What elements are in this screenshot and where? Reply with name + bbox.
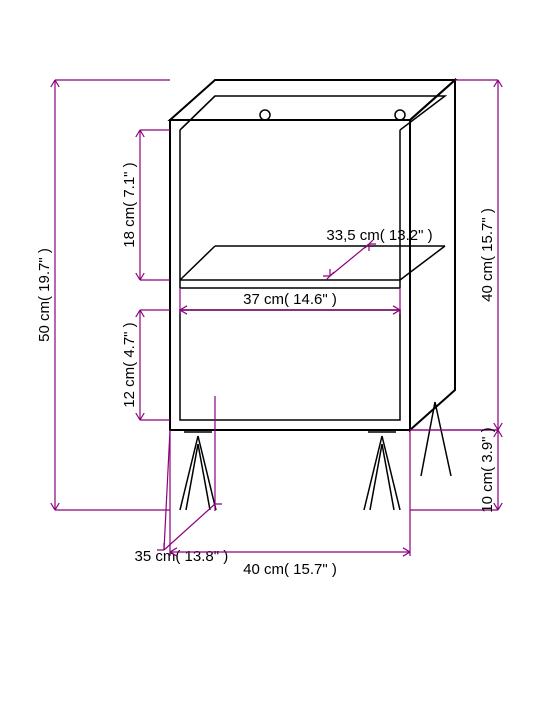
dim-body-height: 40 cm( 15.7" ): [479, 208, 496, 302]
dim-drawer-height: 12 cm( 4.7" ): [121, 322, 138, 407]
cabinet-front: [170, 120, 410, 430]
dim-inner-width: 37 cm( 14.6" ): [243, 291, 337, 308]
dim-leg-height: 10 cm( 3.9" ): [479, 427, 496, 512]
mount-hole-left: [260, 110, 270, 120]
dim-depth: 35 cm( 13.8" ): [135, 548, 229, 565]
dim-inner-depth: 33,5 cm( 13.2" ): [326, 227, 432, 244]
dim-width: 40 cm( 15.7" ): [243, 561, 337, 578]
mount-hole-right: [395, 110, 405, 120]
drawer-front: [180, 310, 400, 420]
dim-total-height: 50 cm( 19.7" ): [36, 248, 53, 342]
dim-shelf-height: 18 cm( 7.1" ): [121, 162, 138, 247]
